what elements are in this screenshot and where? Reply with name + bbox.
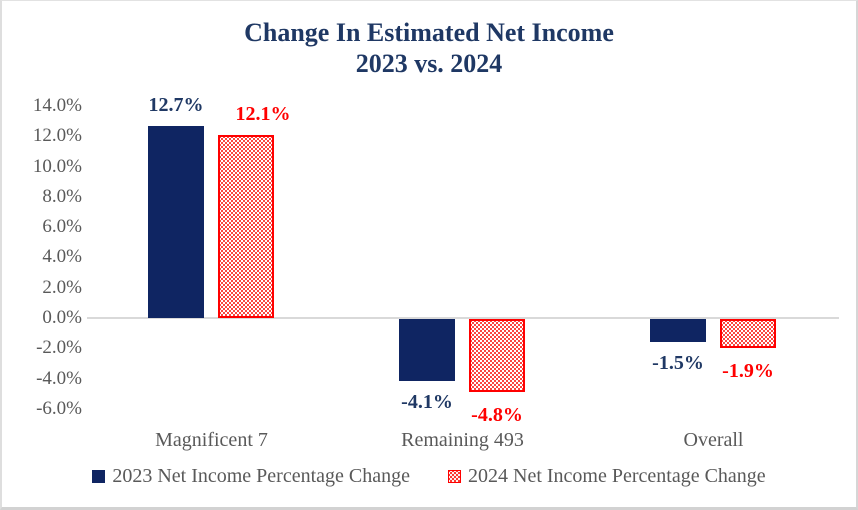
y-tick-8.0%: 8.0% xyxy=(42,185,82,207)
y-tick-4.0%: 4.0% xyxy=(42,246,82,268)
y-tick-2.0%: 2.0% xyxy=(42,276,82,298)
bar-2023-remaining-493 xyxy=(399,319,455,382)
chart-title: Change In Estimated Net Income xyxy=(244,18,614,47)
data-label-2024-overall: -1.9% xyxy=(722,359,774,382)
category-label-overall: Overall xyxy=(683,429,744,451)
y-tick--2.0%: -2.0% xyxy=(36,337,82,359)
data-label-2024-remaining-493: -4.8% xyxy=(471,403,523,426)
chart-subtitle: 2023 vs. 2024 xyxy=(355,49,503,78)
data-label-2023-overall: -1.5% xyxy=(652,351,704,374)
bar-2023-magnificent-7 xyxy=(148,125,204,318)
y-tick-12.0%: 12.0% xyxy=(32,125,82,147)
legend: 2023 Net Income Percentage Change 2024 N… xyxy=(2,464,856,488)
data-label-2023-magnificent-7: 12.7% xyxy=(148,93,204,116)
y-tick-14.0%: 14.0% xyxy=(32,94,82,116)
data-label-2024-magnificent-7: 12.1% xyxy=(235,102,291,125)
bar-2024-overall xyxy=(720,319,776,348)
y-tick-6.0%: 6.0% xyxy=(42,216,82,238)
legend-item-2024: 2024 Net Income Percentage Change xyxy=(448,464,766,488)
legend-swatch-2023-icon xyxy=(92,469,106,483)
bar-2023-overall xyxy=(650,319,706,342)
y-tick-10.0%: 10.0% xyxy=(32,155,82,177)
y-tick--4.0%: -4.0% xyxy=(36,367,82,389)
bar-2024-remaining-493 xyxy=(469,319,525,392)
legend-swatch-2024-icon xyxy=(448,469,461,483)
y-tick-0.0%: 0.0% xyxy=(42,307,82,328)
category-label-magnificent-7: Magnificent 7 xyxy=(155,429,268,451)
legend-item-2023: 2023 Net Income Percentage Change xyxy=(92,464,410,488)
category-label-remaining-493: Remaining 493 xyxy=(401,429,524,451)
zero-gridline xyxy=(87,317,839,319)
legend-label-2023: 2023 Net Income Percentage Change xyxy=(112,465,410,487)
legend-label-2024: 2024 Net Income Percentage Change xyxy=(468,465,766,487)
y-tick--6.0%: -6.0% xyxy=(36,397,82,419)
bar-2024-magnificent-7 xyxy=(218,134,274,318)
data-label-2023-remaining-493: -4.1% xyxy=(401,391,453,414)
